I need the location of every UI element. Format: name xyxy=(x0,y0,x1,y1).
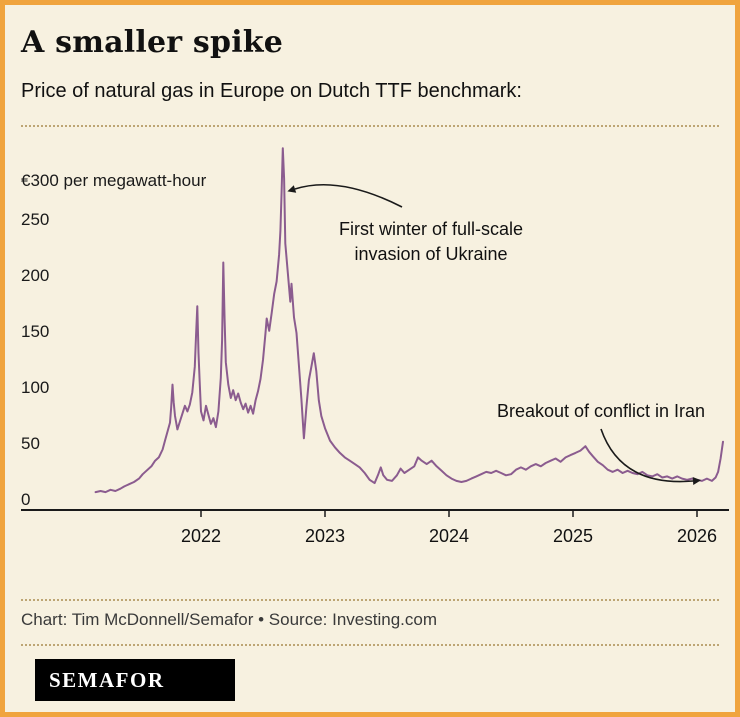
separator-above-credit xyxy=(21,599,719,601)
y-axis-tick-label: 150 xyxy=(21,322,49,341)
x-axis-tick-label: 2022 xyxy=(181,526,221,546)
y-axis-tick-label: 50 xyxy=(21,434,40,453)
y-axis-tick-label: 250 xyxy=(21,210,49,229)
y-axis-tick-label: 100 xyxy=(21,378,49,397)
annotation-iran: Breakout of conflict in Iran xyxy=(497,401,705,485)
annotation-ukraine: First winter of full-scale invasion of U… xyxy=(287,183,523,264)
annotation-ukraine-line2: invasion of Ukraine xyxy=(354,244,507,264)
x-axis-tick-label: 2025 xyxy=(553,526,593,546)
x-axis-tick-label: 2026 xyxy=(677,526,717,546)
y-axis-tick-label: 0 xyxy=(21,490,30,509)
separator-below-credit xyxy=(21,644,719,646)
x-axis-tick-label: 2024 xyxy=(429,526,469,546)
semafor-logo: SEMAFOR xyxy=(35,659,235,701)
y-axis-tick-label: 200 xyxy=(21,266,49,285)
x-axis-tick-label: 2023 xyxy=(305,526,345,546)
semafor-logo-text: SEMAFOR xyxy=(49,668,165,692)
x-axis-ticks xyxy=(200,510,698,517)
separator-top xyxy=(21,125,719,127)
unit-label: €300 per megawatt-hour xyxy=(21,171,207,190)
y-axis-labels: 0 50 100 150 200 250 xyxy=(21,210,49,509)
iran-arrow xyxy=(600,428,694,483)
price-line xyxy=(94,147,724,494)
x-axis-labels: 2022 2023 2024 2025 2026 xyxy=(181,526,717,546)
credit-line: Chart: Tim McDonnell/Semafor • Source: I… xyxy=(21,610,437,629)
header: A smaller spike Price of natural gas in … xyxy=(21,25,719,103)
ukraine-arrow xyxy=(294,183,403,208)
chart-subtitle: Price of natural gas in Europe on Dutch … xyxy=(21,80,522,102)
ukraine-arrowhead-icon xyxy=(287,185,297,193)
price-chart: €300 per megawatt-hour 0 50 100 150 200 250 2… xyxy=(21,147,729,546)
page-title: A smaller spike xyxy=(21,25,284,60)
annotation-iran-line1: Breakout of conflict in Iran xyxy=(497,401,705,421)
iran-arrowhead-icon xyxy=(692,477,701,485)
annotation-ukraine-line1: First winter of full-scale xyxy=(339,219,523,239)
